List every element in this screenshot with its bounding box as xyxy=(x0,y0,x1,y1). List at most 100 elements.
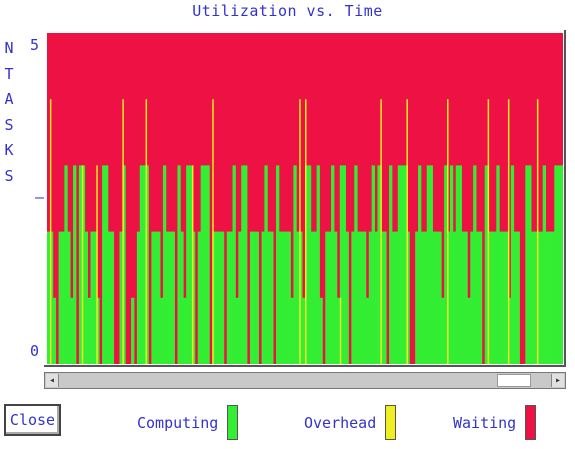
y-tick-label: 5 xyxy=(30,36,40,54)
computing-bar xyxy=(189,165,193,364)
computing-bar xyxy=(180,231,184,364)
computing-bar xyxy=(377,165,381,364)
computing-bar xyxy=(542,165,547,364)
computing-bar xyxy=(96,297,100,364)
computing-bar xyxy=(420,231,425,364)
computing-bar xyxy=(183,297,187,364)
computing-bar xyxy=(197,231,202,364)
overhead-spike xyxy=(406,99,408,364)
computing-bar xyxy=(287,231,291,364)
computing-bar xyxy=(70,297,74,364)
close-button[interactable]: Close xyxy=(4,404,61,436)
computing-bar xyxy=(470,231,474,364)
computing-bar xyxy=(487,231,491,364)
horizontal-scrollbar[interactable]: ◂ ▸ xyxy=(44,372,566,389)
computing-bar xyxy=(415,231,419,364)
computing-bar xyxy=(67,231,71,364)
computing-bar xyxy=(473,165,477,364)
computing-bar xyxy=(218,231,222,364)
computing-bar xyxy=(206,165,210,364)
computing-bar xyxy=(548,231,552,364)
overhead-spike xyxy=(81,165,84,364)
computing-bar xyxy=(499,231,503,364)
computing-bar xyxy=(299,231,303,364)
computing-bar xyxy=(142,165,146,364)
y-axis-letter: S xyxy=(4,166,14,185)
computing-bar xyxy=(365,297,370,364)
computing-bar xyxy=(432,231,436,364)
utilization-plot xyxy=(47,33,563,364)
y-axis-letter: A xyxy=(4,90,14,108)
computing-bar xyxy=(241,165,245,364)
computing-bar xyxy=(484,165,489,364)
computing-bar xyxy=(84,231,88,364)
chart-title: Utilization vs. Time xyxy=(192,2,383,20)
y-tick-label: – xyxy=(35,188,45,206)
computing-bar xyxy=(516,231,520,364)
computing-bar xyxy=(200,165,204,364)
computing-bar xyxy=(145,165,149,364)
overhead-spike xyxy=(487,99,490,364)
computing-bar xyxy=(104,165,109,364)
y-axis-letter: T xyxy=(4,64,14,83)
computing-bar xyxy=(444,165,448,364)
legend-swatch-overhead xyxy=(385,405,396,440)
computing-bar xyxy=(87,297,91,364)
computing-bar xyxy=(339,165,344,364)
computing-bar xyxy=(168,231,173,364)
computing-bar xyxy=(383,231,387,364)
scroll-thumb[interactable] xyxy=(497,374,531,387)
computing-bar xyxy=(249,231,254,364)
overhead-spike xyxy=(145,99,148,364)
y-tick-label: 0 xyxy=(30,342,40,360)
computing-bar xyxy=(467,297,471,364)
scroll-left-arrow-icon[interactable]: ◂ xyxy=(46,374,59,387)
computing-bar xyxy=(119,231,123,364)
computing-bar xyxy=(154,231,158,364)
computing-bar xyxy=(545,231,549,364)
computing-bar xyxy=(368,231,373,364)
computing-bar xyxy=(235,297,239,364)
computing-bar xyxy=(78,165,83,364)
computing-bar xyxy=(455,165,460,364)
y-axis-letter: N xyxy=(4,39,14,57)
computing-bar xyxy=(391,231,396,364)
computing-bar xyxy=(496,165,500,364)
computing-bar xyxy=(58,231,62,364)
computing-bar xyxy=(534,231,538,364)
computing-bar xyxy=(165,231,170,364)
computing-bar xyxy=(351,231,355,364)
computing-bar xyxy=(232,165,236,364)
legend-label-computing: Computing xyxy=(137,414,219,432)
overhead-spike xyxy=(339,297,342,364)
computing-bar xyxy=(220,231,225,364)
computing-bar xyxy=(290,297,294,364)
computing-bar xyxy=(281,231,286,364)
scroll-right-arrow-icon[interactable]: ▸ xyxy=(551,374,564,387)
computing-bar xyxy=(528,165,532,364)
computing-bar xyxy=(191,231,196,364)
computing-bar xyxy=(157,231,161,364)
computing-bar xyxy=(438,231,442,364)
computing-bar xyxy=(276,165,280,364)
computing-bar xyxy=(345,231,349,364)
computing-bar xyxy=(319,297,323,364)
computing-bar xyxy=(435,231,439,364)
computing-bar xyxy=(554,165,558,364)
computing-bar xyxy=(177,165,181,364)
computing-bar xyxy=(302,297,306,364)
y-axis-letter: S xyxy=(4,115,14,134)
computing-bar xyxy=(360,231,364,364)
y-axis-letter: K xyxy=(4,141,14,159)
computing-bar xyxy=(316,165,320,364)
computing-bar xyxy=(449,165,454,364)
computing-bar xyxy=(333,231,338,364)
legend-swatch-waiting xyxy=(525,405,536,440)
computing-bar xyxy=(426,165,431,364)
computing-bar xyxy=(342,165,346,364)
computing-bar xyxy=(429,165,433,364)
computing-bar xyxy=(244,165,248,364)
computing-bar xyxy=(226,231,231,364)
computing-bar xyxy=(458,165,462,364)
computing-bar xyxy=(186,165,190,364)
